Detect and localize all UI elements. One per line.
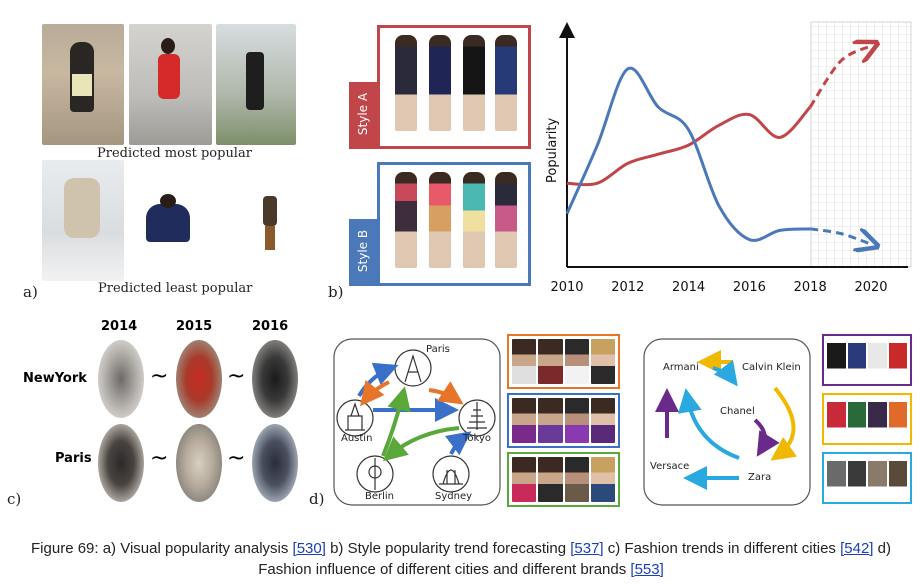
tokyo-landmark-icon xyxy=(458,399,496,437)
caption-ref-537[interactable]: [537] xyxy=(570,540,604,557)
brand-label-versace: Versace xyxy=(650,461,690,472)
caption-ref-542[interactable]: [542] xyxy=(840,540,874,557)
photo-least-popular-1 xyxy=(42,160,124,281)
photo-paris-2014 xyxy=(98,424,144,502)
year-label-2016: 2016 xyxy=(252,319,289,334)
dress-strip-blue xyxy=(822,452,912,504)
photo-newyork-2016 xyxy=(252,340,298,418)
panel-d-label: d) xyxy=(309,490,325,508)
dress-strip-purple xyxy=(822,334,912,386)
series-forecast-style-a xyxy=(808,46,871,108)
series-line-style-a xyxy=(566,105,812,187)
caption-text-2: b) Style popularity trend forecasting xyxy=(325,540,571,557)
popularity-chart: Popularity 2010 2012 2014 2016 2018 2020 xyxy=(545,21,912,295)
figure-caption: Figure 69: a) Visual popularity analysis… xyxy=(0,538,922,580)
brand-label-calvin-klein: Calvin Klein xyxy=(742,362,801,373)
chart-ylabel: Popularity xyxy=(545,118,560,183)
year-label-2015: 2015 xyxy=(176,319,213,334)
tilde-paris-2: ~ xyxy=(227,446,246,471)
caption-ref-553[interactable]: [553] xyxy=(630,561,664,578)
caption-text-4: d) xyxy=(873,540,891,557)
city-label-sydney-node: Sydney xyxy=(435,491,473,502)
tilde-ny-1: ~ xyxy=(150,364,169,389)
dress-strip-yellow xyxy=(822,393,912,445)
photo-least-popular-3 xyxy=(259,188,281,252)
austin-landmark-icon xyxy=(336,399,374,437)
photo-paris-2016 xyxy=(252,424,298,502)
photo-least-popular-2 xyxy=(146,194,190,250)
photo-most-popular-3 xyxy=(216,24,296,145)
sydney-landmark-icon xyxy=(432,455,470,493)
style-a-box: Style A xyxy=(349,25,531,149)
caption-text-3: c) Fashion trends in different cities xyxy=(603,540,841,557)
tilde-ny-2: ~ xyxy=(227,364,246,389)
arrow-calvin-to-zara xyxy=(770,386,797,461)
x-tick-2018: 2018 xyxy=(794,280,827,295)
photo-newyork-2014 xyxy=(98,340,144,418)
city-label-paris: Paris xyxy=(55,451,92,466)
x-tick-2014: 2014 xyxy=(672,280,705,295)
arrow-armani-to-calvin xyxy=(712,360,738,387)
least-popular-caption: Predicted least popular xyxy=(98,281,253,296)
city-influence-graph xyxy=(333,338,501,506)
berlin-landmark-icon xyxy=(356,455,394,493)
arrow-tokyo-to-berlin xyxy=(382,426,460,462)
style-b-box: Style B xyxy=(349,162,531,286)
arrow-zara-to-armani xyxy=(677,388,740,460)
x-tick-2020: 2020 xyxy=(854,280,887,295)
photo-most-popular-2 xyxy=(129,24,212,145)
year-label-2014: 2014 xyxy=(101,319,138,334)
brand-influence-graph xyxy=(643,338,811,506)
brand-label-chanel: Chanel xyxy=(720,406,755,417)
x-tick-2016: 2016 xyxy=(733,280,766,295)
style-b-label: Style B xyxy=(356,229,370,273)
caption-ref-530[interactable]: [530] xyxy=(292,540,326,557)
brand-label-armani: Armani xyxy=(663,362,699,373)
x-tick-2010: 2010 xyxy=(550,280,583,295)
face-strip-orange xyxy=(507,334,620,389)
most-popular-caption: Predicted most popular xyxy=(97,146,252,161)
caption-text-1: Figure 69: a) Visual popularity analysis xyxy=(31,540,293,557)
tilde-paris-1: ~ xyxy=(150,446,169,471)
brand-label-zara: Zara xyxy=(748,472,772,483)
arrow-paris-to-austin xyxy=(360,380,390,407)
city-label-berlin-node: Berlin xyxy=(365,491,395,502)
style-a-label: Style A xyxy=(356,92,370,136)
city-label-paris-node: Paris xyxy=(426,344,450,355)
city-label-tokyo-node: Tokyo xyxy=(463,433,491,444)
city-label-austin-node: Austin xyxy=(341,433,373,444)
photo-most-popular-1 xyxy=(42,24,124,145)
city-label-newyork: NewYork xyxy=(23,371,87,386)
caption-text-5: Fashion influence of different cities an… xyxy=(258,561,631,578)
photo-paris-2015 xyxy=(176,424,222,502)
panel-b-label: b) xyxy=(328,283,344,301)
arrow-chanel-to-zara xyxy=(753,418,780,457)
panel-a-label: a) xyxy=(23,283,38,301)
x-tick-2012: 2012 xyxy=(611,280,644,295)
series-line-style-b xyxy=(565,66,811,242)
face-strip-green xyxy=(507,452,620,507)
arrow-paris-to-tokyo xyxy=(428,381,464,405)
face-strip-blue xyxy=(507,393,620,448)
arrow-sydney-to-tokyo xyxy=(445,431,472,456)
series-forecast-style-b xyxy=(809,227,871,244)
panel-c-label: c) xyxy=(7,490,22,508)
photo-newyork-2015 xyxy=(176,340,222,418)
